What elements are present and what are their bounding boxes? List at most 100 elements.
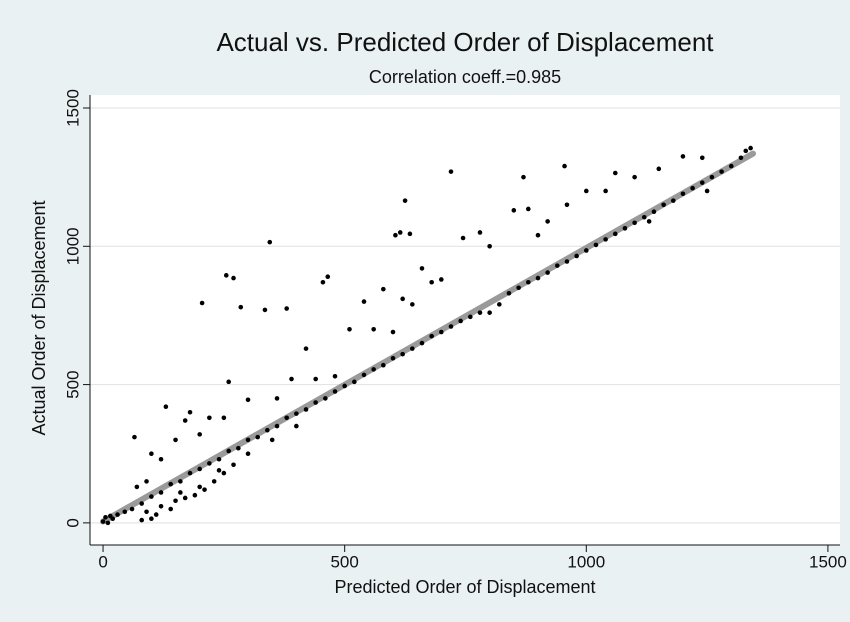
fit-line (100, 150, 757, 525)
point (182, 418, 188, 423)
point (129, 506, 135, 512)
point (221, 470, 227, 476)
point (226, 379, 231, 385)
point (562, 163, 567, 169)
chart-title: Actual vs. Predicted Order of Displaceme… (216, 27, 714, 57)
point (221, 415, 227, 421)
point (526, 279, 531, 285)
point (149, 494, 154, 499)
point (245, 397, 251, 403)
point (397, 230, 403, 235)
point (670, 198, 676, 203)
point (497, 302, 502, 307)
point (289, 376, 294, 382)
point (226, 448, 231, 454)
point (458, 318, 463, 324)
point (521, 174, 526, 180)
point (564, 259, 570, 264)
y-axis-label: Actual Order of Displacement (29, 200, 49, 435)
point (216, 468, 222, 473)
point (419, 266, 425, 271)
point (231, 275, 236, 281)
point (197, 466, 202, 472)
y-tick-label: 1000 (63, 227, 82, 265)
point (603, 237, 608, 242)
point (153, 512, 159, 517)
point (294, 411, 299, 416)
point (187, 470, 193, 476)
point (216, 456, 222, 462)
point (284, 415, 289, 421)
point (149, 451, 154, 457)
point (100, 519, 106, 524)
point (178, 479, 183, 484)
point (564, 202, 570, 208)
point (448, 324, 454, 329)
point (144, 509, 149, 515)
point (284, 306, 289, 311)
x-tick-label: 1500 (809, 552, 847, 571)
point (202, 487, 207, 492)
x-tick-label: 1000 (567, 552, 605, 571)
point (535, 275, 541, 281)
point (390, 329, 396, 335)
y-tick-label: 500 (63, 370, 82, 398)
point (231, 462, 236, 468)
point (303, 346, 309, 351)
point (134, 484, 140, 490)
point (105, 520, 111, 526)
point (477, 310, 483, 315)
point (294, 423, 299, 429)
point (192, 492, 198, 498)
point (439, 329, 444, 335)
point (448, 169, 454, 174)
point (393, 232, 398, 238)
point (236, 445, 241, 451)
point (656, 166, 662, 172)
point (313, 400, 318, 405)
point (743, 148, 749, 154)
point (223, 273, 229, 278)
point (303, 407, 309, 412)
point (197, 432, 202, 437)
point (132, 434, 137, 440)
point (325, 274, 331, 280)
point (390, 356, 396, 361)
point (583, 248, 589, 253)
point (402, 198, 408, 203)
point (381, 362, 386, 368)
point (468, 314, 473, 320)
point (690, 185, 695, 191)
point (158, 503, 164, 509)
point (168, 506, 174, 512)
point (709, 174, 715, 180)
point (545, 270, 550, 275)
point (545, 219, 550, 224)
point (719, 169, 724, 174)
point (535, 232, 541, 238)
point (612, 231, 618, 237)
point (265, 427, 270, 433)
point (646, 219, 652, 224)
point (332, 389, 338, 394)
point (173, 437, 178, 443)
point (149, 516, 154, 522)
point (103, 515, 108, 520)
point (163, 404, 169, 410)
point (641, 214, 647, 220)
point (555, 263, 560, 268)
point (332, 373, 338, 379)
point (622, 226, 628, 231)
point (255, 434, 260, 440)
point (245, 437, 251, 443)
point (603, 188, 608, 194)
point (371, 367, 376, 372)
point (400, 296, 405, 302)
point (274, 423, 280, 429)
point (704, 188, 710, 194)
point (274, 396, 280, 401)
point (583, 188, 589, 194)
point (661, 202, 666, 208)
point (410, 346, 415, 351)
point (323, 396, 328, 401)
